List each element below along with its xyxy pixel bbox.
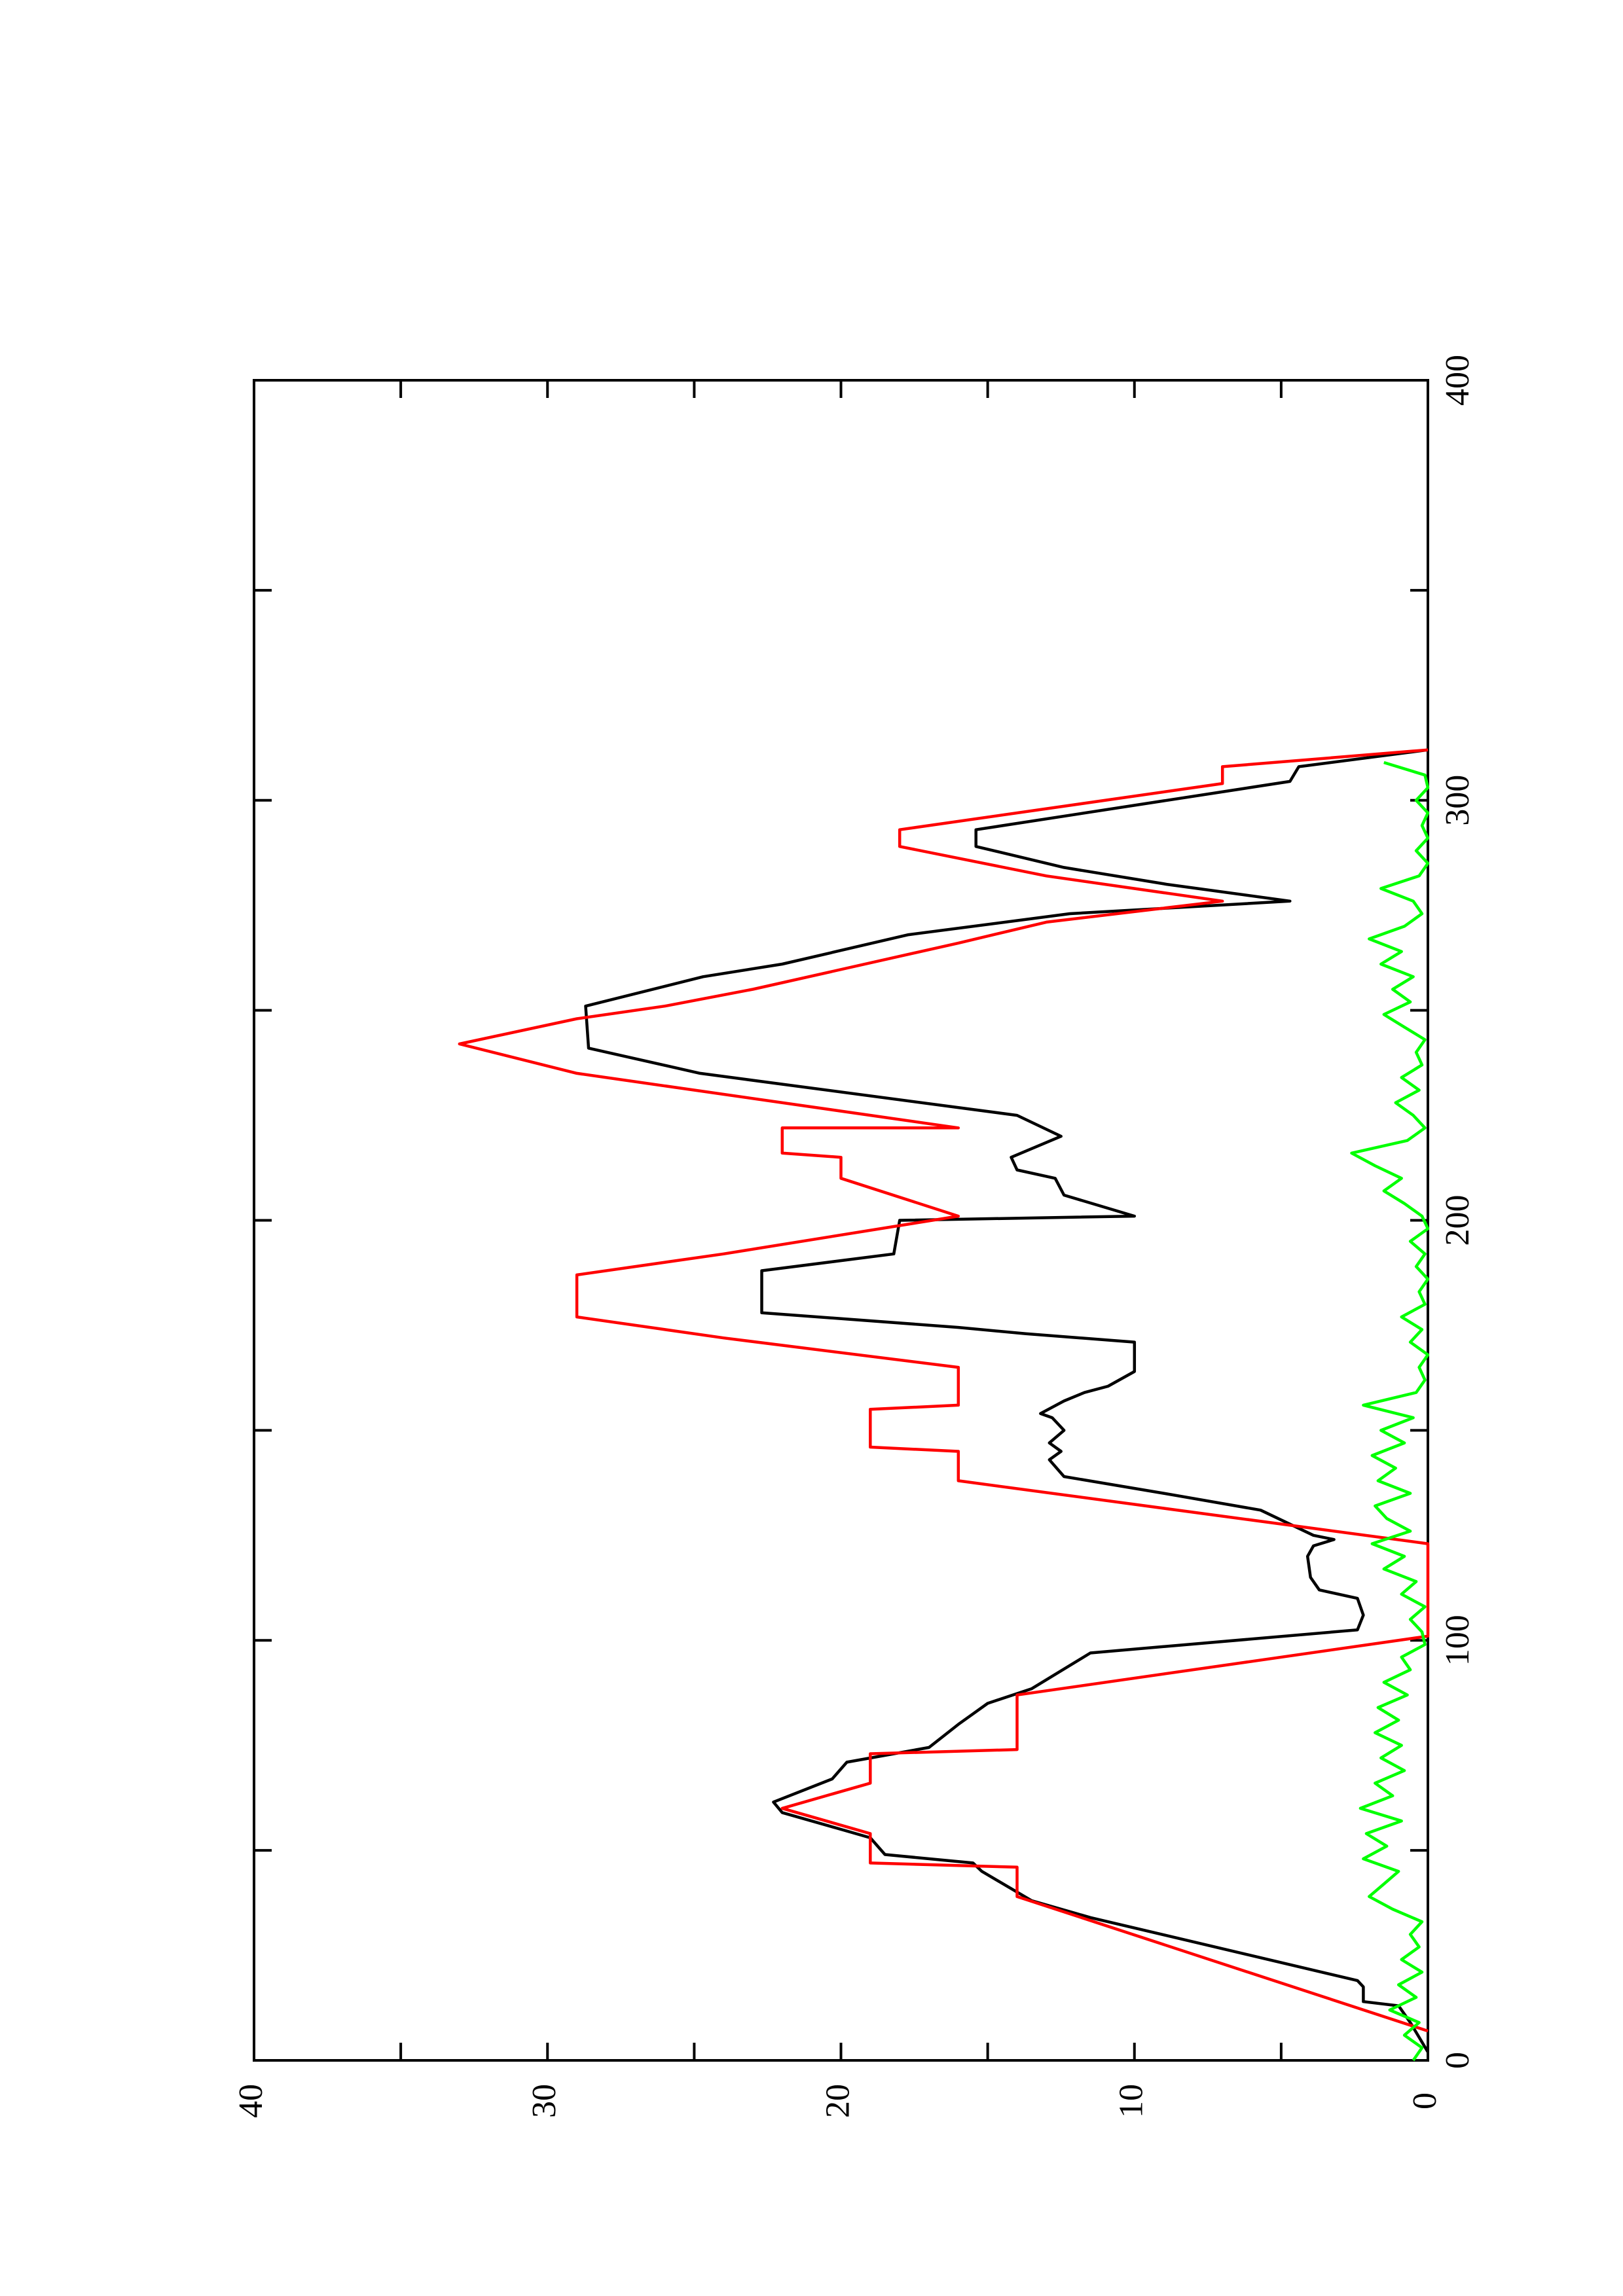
data-line xyxy=(458,748,1430,2033)
y-tick-label: 0 xyxy=(1406,2092,1444,2109)
data-line xyxy=(1350,761,1430,2062)
x-tick-label: 400 xyxy=(1439,355,1476,406)
x-tick-label: 200 xyxy=(1439,1195,1476,1246)
y-tick-label: 10 xyxy=(1113,2084,1150,2118)
x-tick-label: 100 xyxy=(1439,1615,1476,1666)
x-tick-label: 300 xyxy=(1439,775,1476,826)
y-tick-label: 30 xyxy=(526,2084,563,2118)
y-tick-label: 40 xyxy=(232,2084,270,2118)
y-tick-label: 20 xyxy=(819,2084,856,2118)
x-tick-label: 0 xyxy=(1439,2052,1476,2069)
plot-frame xyxy=(253,379,1429,2062)
data-line xyxy=(584,748,1429,2053)
